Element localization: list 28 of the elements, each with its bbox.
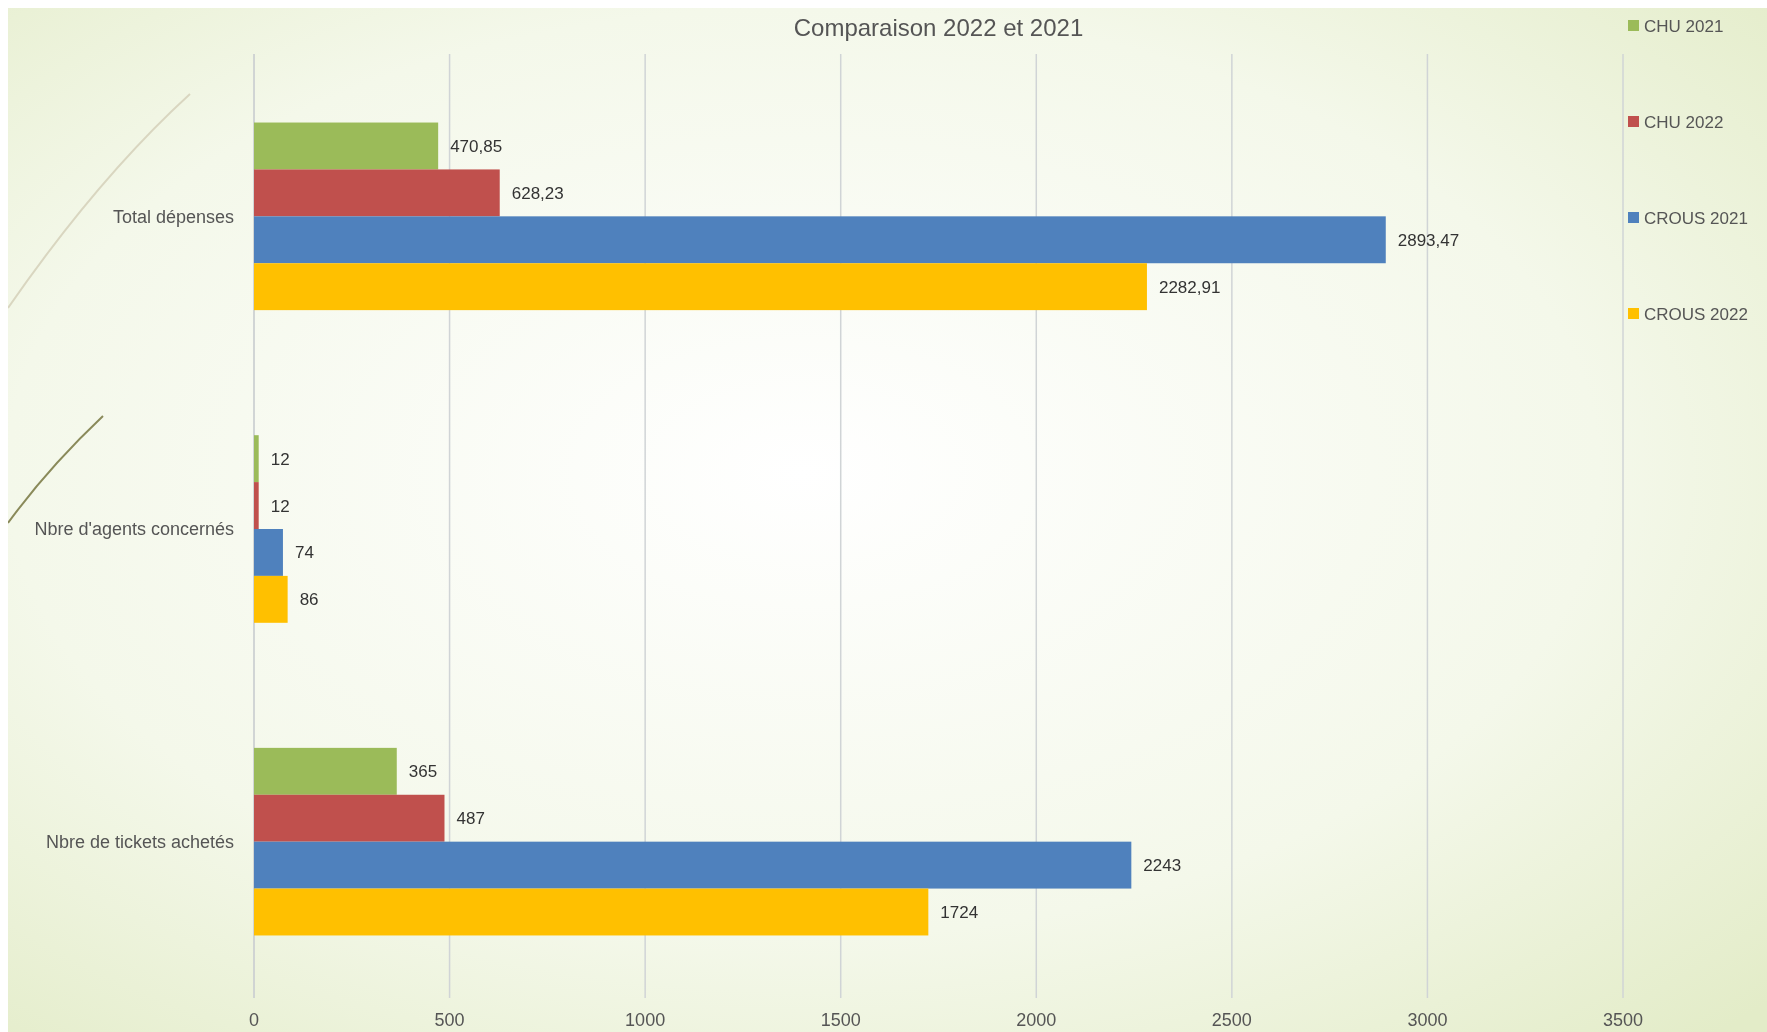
y-tick-label: Total dépenses bbox=[112, 206, 234, 227]
y-tick-label: Nbre d'agents concernés bbox=[34, 519, 234, 540]
data-label: 2243 bbox=[1143, 856, 1182, 876]
x-tick-label: 3500 bbox=[1602, 1010, 1644, 1030]
data-label: 12 bbox=[270, 496, 290, 516]
data-label: 487 bbox=[456, 809, 485, 829]
data-label: 2282,91 bbox=[1158, 277, 1221, 297]
data-label: 628,23 bbox=[511, 183, 564, 203]
x-tick-label: 1500 bbox=[820, 1010, 861, 1030]
x-tick-label: 500 bbox=[434, 1010, 465, 1030]
x-tick-label: 3000 bbox=[1407, 1010, 1448, 1030]
legend-label: CROUS 2021 bbox=[1644, 208, 1748, 228]
legend-label: CROUS 2022 bbox=[1644, 304, 1748, 324]
data-label: 470,85 bbox=[450, 136, 503, 156]
legend-label: CHU 2022 bbox=[1644, 112, 1724, 132]
data-label: 365 bbox=[408, 762, 438, 782]
data-label: 74 bbox=[294, 543, 314, 563]
y-tick-label: Nbre de tickets achetés bbox=[45, 831, 234, 852]
data-label: 2893,47 bbox=[1397, 230, 1460, 250]
chart-title: Comparaison 2022 et 2021 bbox=[793, 14, 1084, 41]
x-tick-label: 1000 bbox=[625, 1010, 666, 1030]
x-tick-label: 2000 bbox=[1016, 1010, 1057, 1030]
x-tick-label: 2500 bbox=[1211, 1010, 1252, 1030]
x-tick-label: 0 bbox=[248, 1010, 260, 1030]
data-label: 1724 bbox=[940, 902, 979, 922]
legend-label: CHU 2021 bbox=[1644, 16, 1724, 36]
data-label: 86 bbox=[299, 590, 319, 610]
data-label: 12 bbox=[270, 449, 290, 469]
